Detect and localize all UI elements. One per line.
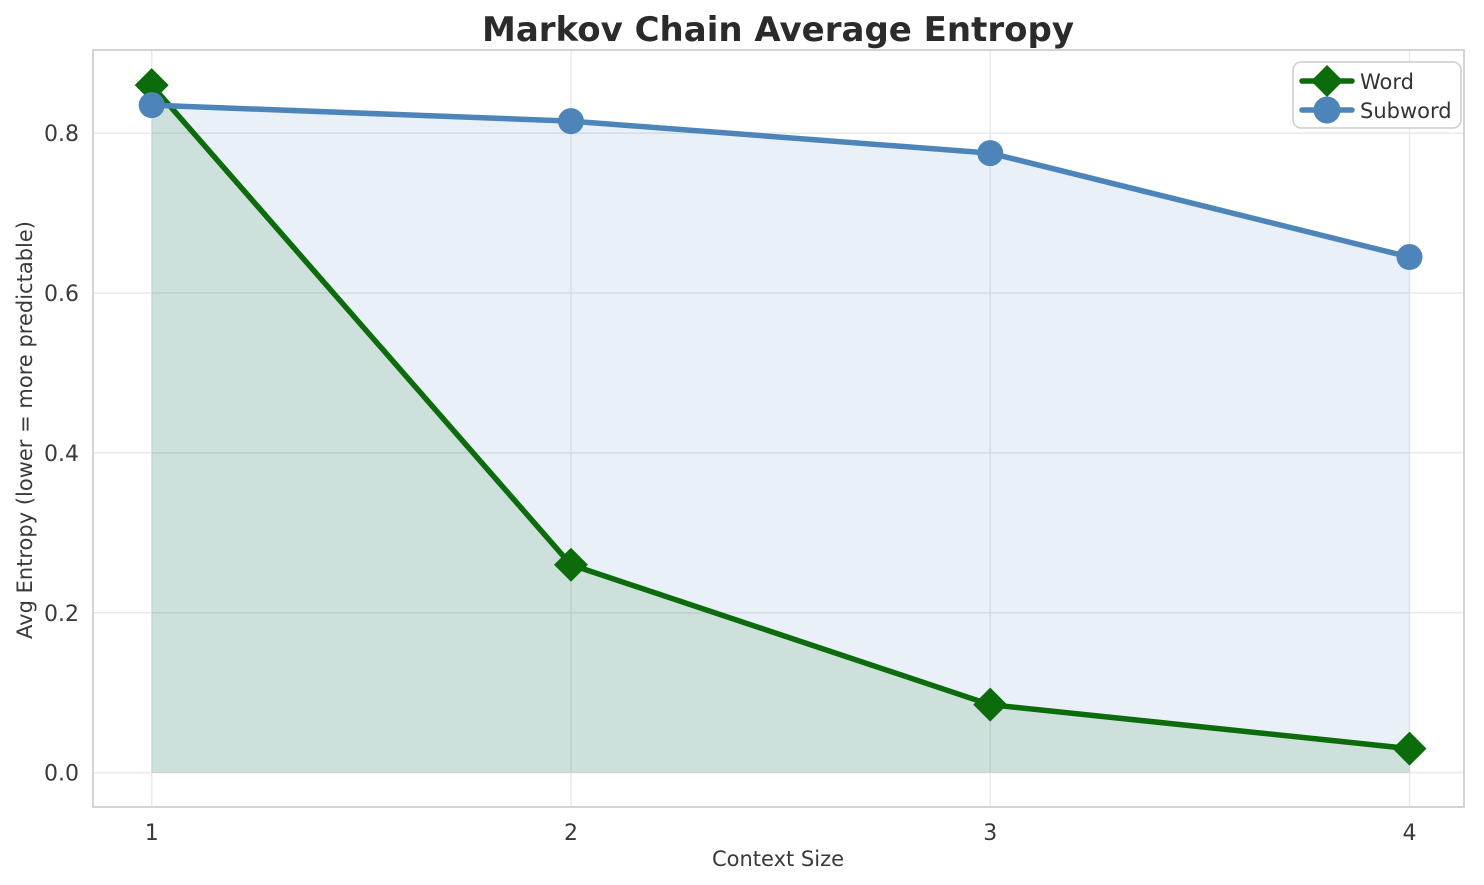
data-point-circle-subword (557, 108, 584, 135)
y-tick-label: 0.6 (44, 282, 79, 307)
legend-diamond-icon (1311, 65, 1343, 97)
y-axis-label: Avg Entropy (lower = more predictable) (13, 221, 37, 639)
y-tick-label: 0.8 (44, 122, 79, 147)
legend-label-word: Word (1360, 70, 1414, 94)
legend-label-subword: Subword (1360, 99, 1452, 123)
plot-area (93, 50, 1464, 807)
data-point-diamond-word (1392, 731, 1427, 766)
legend-circle-icon (1313, 96, 1341, 124)
chart-title: Markov Chain Average Entropy (482, 10, 1074, 50)
data-point-diamond-word (134, 68, 169, 103)
series-line-word (148, 82, 1413, 752)
area-fill-word (151, 85, 1410, 773)
x-axis-label: Context Size (711, 847, 845, 871)
y-tick-label: 0.4 (44, 442, 79, 467)
axes-border (92, 49, 1465, 808)
x-tick-label: 1 (145, 821, 159, 846)
data-point-circle-subword (138, 92, 165, 119)
data-point-circle-subword (1396, 244, 1423, 271)
series-line-subword (148, 102, 1413, 260)
y-tick-label: 0.2 (44, 602, 79, 627)
x-tick-label: 3 (983, 821, 997, 846)
data-point-diamond-word (553, 547, 588, 582)
legend: Word Subword (1292, 61, 1462, 129)
data-point-circle-subword (977, 140, 1004, 167)
data-point-diamond-word (973, 687, 1008, 722)
y-tick-label: 0.0 (44, 762, 79, 787)
x-tick-label: 2 (564, 821, 578, 846)
area-fill-subword (151, 105, 1410, 773)
x-tick-label: 4 (1402, 821, 1416, 846)
